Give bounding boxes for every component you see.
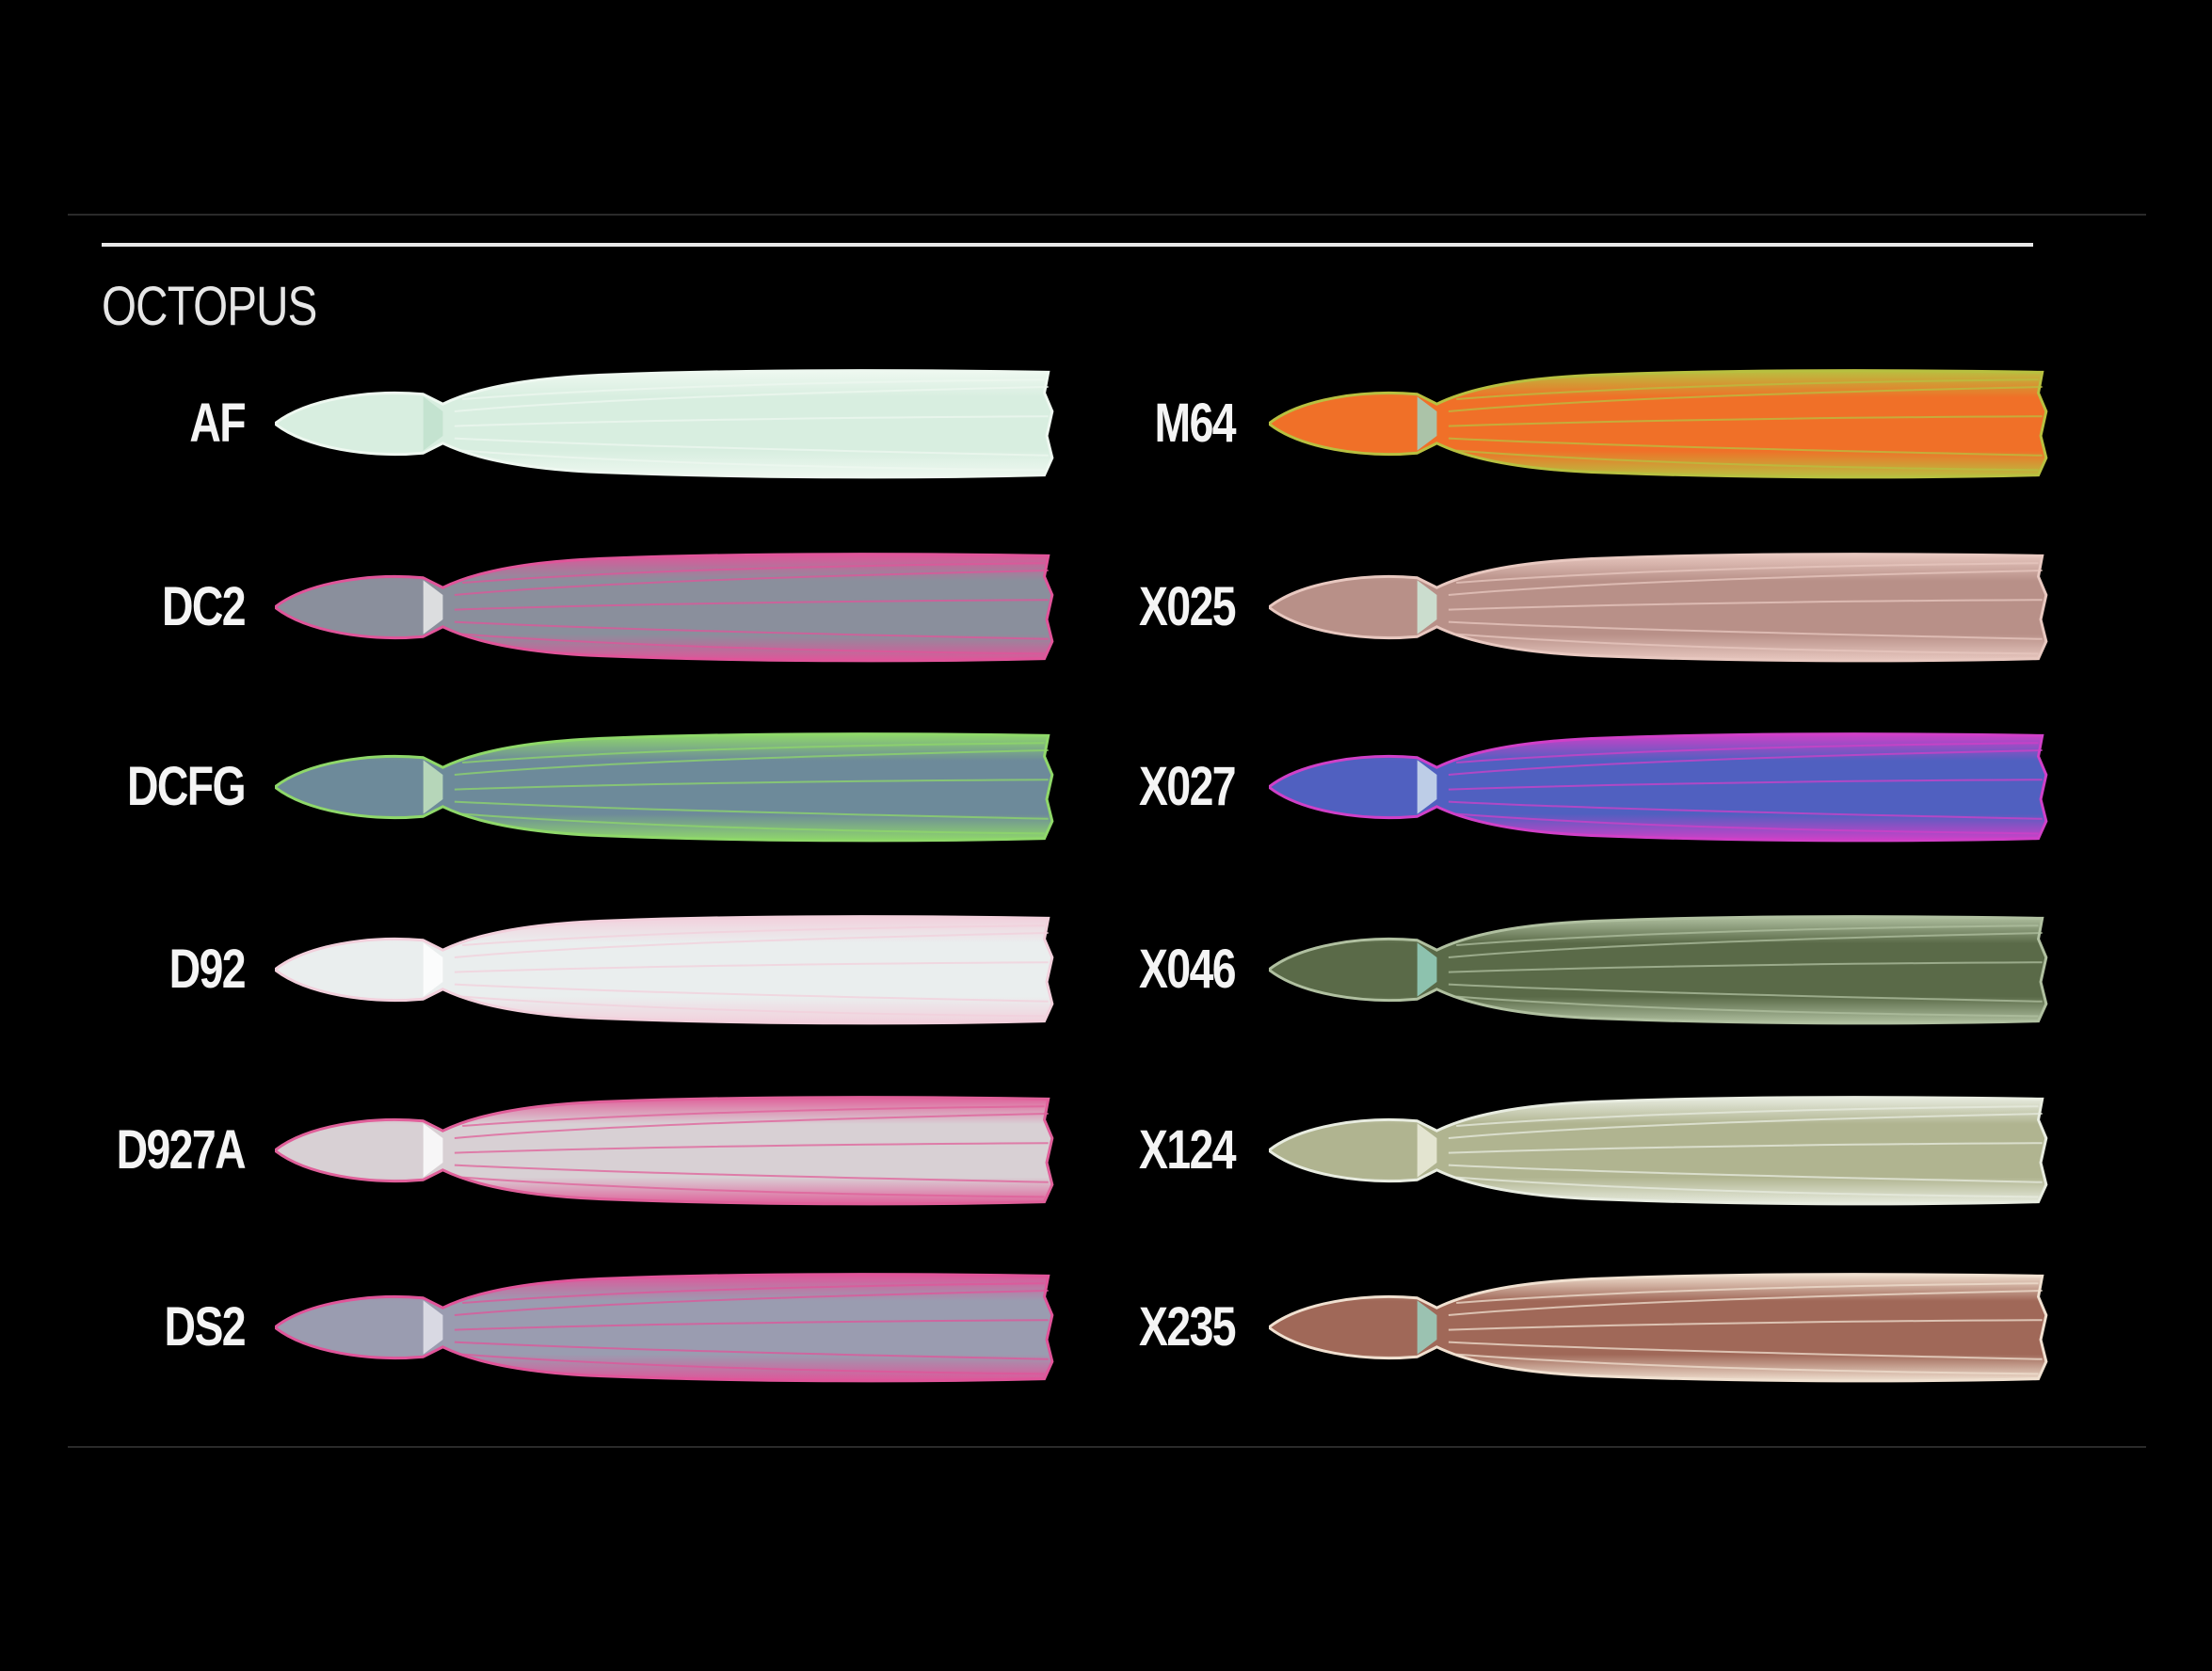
- lure-strands: [455, 1283, 1049, 1374]
- lure-code-label: DC2: [161, 576, 247, 637]
- octopus-lure-image: [1269, 726, 2050, 848]
- octopus-lure-image: [275, 726, 1056, 848]
- lure-neck-highlight: [423, 760, 443, 814]
- lure-strands: [455, 1106, 1049, 1197]
- octopus-lure-image: [275, 908, 1056, 1031]
- octopus-lure-image: [1269, 546, 2050, 668]
- lure-strands: [1449, 1106, 2043, 1197]
- section-title: OCTOPUS: [102, 276, 317, 337]
- lure-strands: [1449, 379, 2043, 470]
- lure-code-label: X124: [1139, 1119, 1237, 1181]
- octopus-lure-image: [275, 1266, 1056, 1389]
- lure-code-label: X025: [1139, 576, 1237, 637]
- octopus-lure-image: [1269, 908, 2050, 1031]
- lure-neck-highlight: [1417, 942, 1437, 997]
- lure-neck-highlight: [423, 1300, 443, 1355]
- octopus-lure-image: [275, 546, 1056, 668]
- lure-strands: [1449, 743, 2043, 833]
- lure-neck-highlight: [423, 396, 443, 451]
- lure-neck-highlight: [423, 1123, 443, 1178]
- lure-strands: [1449, 1283, 2043, 1374]
- lure-neck-highlight: [1417, 1123, 1437, 1178]
- lure-code-label: DCFG: [126, 756, 247, 817]
- lure-neck-highlight: [423, 942, 443, 997]
- lure-strands: [455, 379, 1049, 470]
- lure-neck-highlight: [1417, 580, 1437, 635]
- lure-strands: [455, 743, 1049, 833]
- lure-strands: [1449, 925, 2043, 1016]
- octopus-lure-image: [275, 1089, 1056, 1212]
- bottom-divider-faint: [68, 1446, 2146, 1448]
- octopus-lure-image: [1269, 1266, 2050, 1389]
- lure-code-label: X027: [1139, 756, 1237, 817]
- lure-neck-highlight: [1417, 396, 1437, 451]
- lure-neck-highlight: [1417, 760, 1437, 814]
- lure-code-label: D927A: [116, 1119, 247, 1181]
- lure-code-label: X235: [1139, 1296, 1237, 1358]
- lure-strands: [1449, 563, 2043, 653]
- octopus-lure-image: [1269, 1089, 2050, 1212]
- lure-code-label: DS2: [164, 1296, 247, 1358]
- lure-code-label: AF: [189, 393, 246, 454]
- top-divider-faint: [68, 214, 2146, 216]
- lure-code-label: M64: [1154, 393, 1237, 454]
- lure-code-label: D92: [168, 939, 247, 1000]
- lure-neck-highlight: [423, 580, 443, 635]
- lure-strands: [455, 563, 1049, 653]
- lure-strands: [455, 925, 1049, 1016]
- octopus-lure-image: [275, 362, 1056, 485]
- octopus-lure-image: [1269, 362, 2050, 485]
- section-rule: [102, 243, 2033, 247]
- lure-code-label: X046: [1139, 939, 1237, 1000]
- lure-neck-highlight: [1417, 1300, 1437, 1355]
